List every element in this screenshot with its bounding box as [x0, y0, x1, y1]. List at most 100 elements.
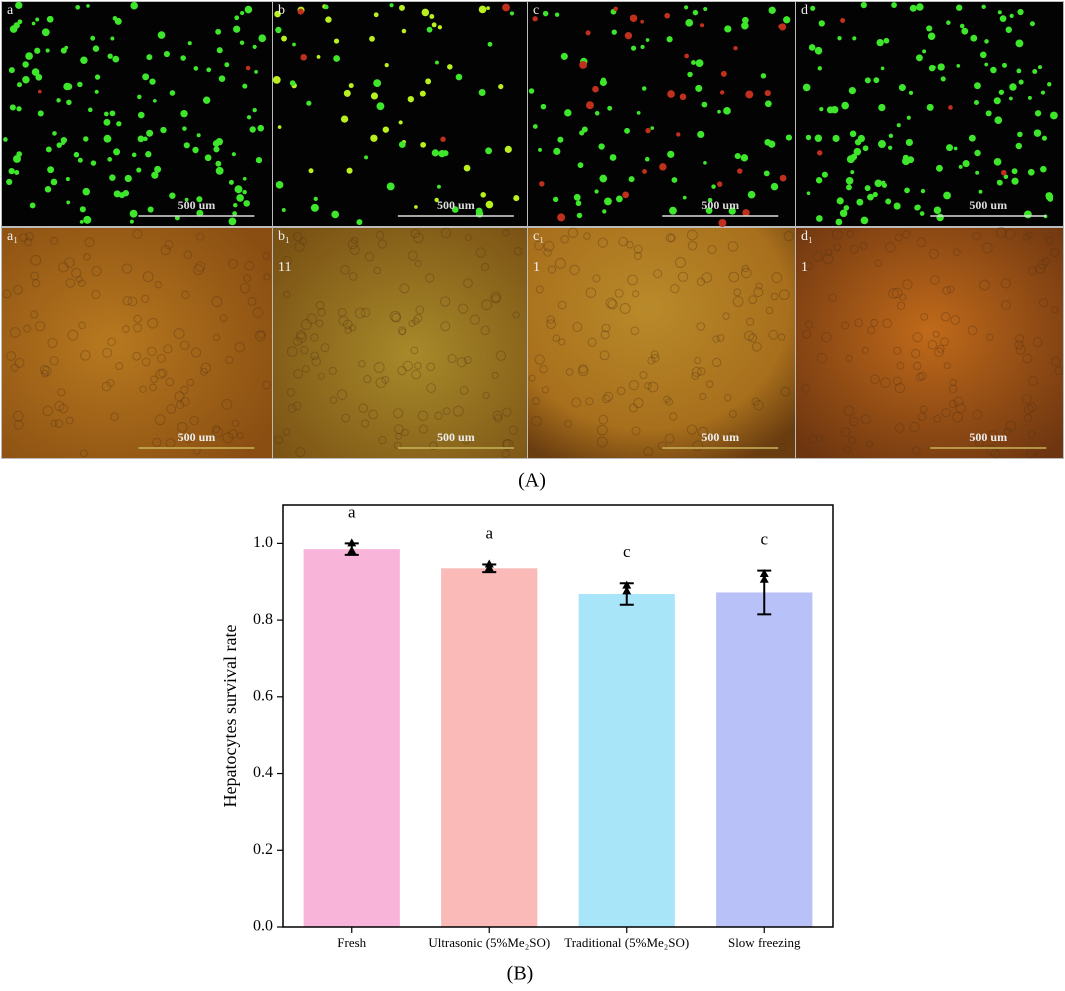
cell-outline [771, 272, 783, 284]
cell-dot [1032, 68, 1038, 74]
cell-outline [296, 329, 306, 340]
cell-outline [632, 290, 640, 298]
cell-outline [195, 232, 205, 241]
cell-dot [538, 147, 542, 152]
cell-dot [142, 73, 150, 81]
cell-dot [41, 28, 50, 37]
cell-outline [824, 248, 833, 257]
cell-dot [1040, 90, 1046, 95]
cell-dot [274, 10, 281, 18]
cell-dot [163, 50, 170, 58]
cell-dot [594, 111, 600, 116]
cell-outline [728, 271, 740, 283]
cell-outline [410, 346, 419, 355]
cell-dot [636, 111, 641, 115]
cell-dot [676, 132, 681, 137]
cell-dot [63, 82, 71, 91]
cell-dot [478, 5, 487, 14]
cell-outline [732, 296, 744, 307]
cell-outline [31, 278, 41, 288]
cell-dot [373, 79, 382, 88]
cell-outline [463, 278, 473, 289]
cell-outline [607, 299, 618, 310]
cell-outline [915, 373, 925, 382]
cell-dot [3, 137, 8, 142]
cell-dot [906, 115, 911, 120]
cell-outline [154, 280, 163, 289]
cell-dot [152, 98, 157, 103]
data-point [759, 569, 769, 578]
cell-outline [127, 296, 138, 307]
cell-outline [306, 313, 318, 325]
cell-dot [928, 64, 936, 72]
cell-dot [386, 182, 395, 191]
cell-dot [768, 6, 776, 14]
cell-dot [47, 166, 55, 174]
cell-dot [306, 100, 312, 106]
cell-outline [425, 273, 435, 283]
cell-dot [242, 189, 247, 195]
scale-label: 500 um [178, 198, 216, 212]
cell-dot [840, 17, 846, 23]
cell-dot [642, 169, 647, 174]
cell-dot [196, 209, 204, 217]
cell-outline [534, 240, 544, 251]
cell-dot [898, 84, 906, 92]
cell-outline [426, 383, 437, 393]
cell-outline [783, 231, 794, 242]
cell-dot [275, 26, 282, 34]
cell-outline [952, 411, 963, 423]
cell-outline [885, 242, 896, 253]
cell-outline [1005, 420, 1017, 432]
cell-dot [34, 47, 41, 54]
cell-dot [741, 21, 749, 30]
cell-dot [480, 192, 486, 198]
cell-dot [695, 84, 703, 92]
cell-outline [986, 333, 994, 341]
cell-dot [240, 10, 245, 16]
cell-outline [481, 299, 493, 311]
cell-outline [282, 255, 292, 266]
cell-outline [243, 274, 252, 283]
cell-outline [874, 259, 882, 267]
cell-outline [360, 419, 370, 428]
cell-dot [853, 147, 862, 156]
cell-dot [137, 135, 145, 143]
cell-dot [860, 216, 869, 225]
cell-outline [849, 244, 859, 254]
cell-outline [947, 285, 955, 294]
cell-dot [819, 107, 824, 112]
cell-dot [369, 35, 375, 42]
cell-outline [480, 325, 490, 336]
cell-outline [891, 287, 903, 299]
cell-dot [56, 142, 62, 148]
cell-dot [848, 86, 856, 95]
cell-outline [30, 271, 40, 281]
cell-outline [344, 326, 352, 334]
cell-dot [703, 6, 708, 12]
cell-dot [1037, 65, 1042, 70]
cell-outline [745, 317, 755, 326]
cell-outline [741, 264, 749, 273]
cell-dot [14, 169, 20, 175]
cell-outline [456, 357, 467, 368]
cell-outline [6, 351, 16, 361]
cell-dot [1047, 82, 1052, 87]
cell-outline [150, 375, 158, 384]
cell-dot [281, 35, 287, 42]
cell-dot [382, 126, 390, 133]
cell-dot [234, 185, 243, 194]
cell-dot [258, 34, 267, 43]
cell-dot [990, 66, 997, 74]
cell-outline [597, 237, 608, 248]
cell-outline [663, 395, 671, 403]
cell-dot [979, 51, 987, 59]
cell-outline [139, 385, 147, 393]
cell-dot [577, 162, 584, 169]
cell-outline [805, 320, 814, 329]
cell-outline [552, 334, 561, 342]
cell-outline [141, 294, 150, 303]
cell-dot [645, 38, 650, 42]
cell-outline [866, 440, 874, 448]
cell-outline [753, 287, 764, 298]
